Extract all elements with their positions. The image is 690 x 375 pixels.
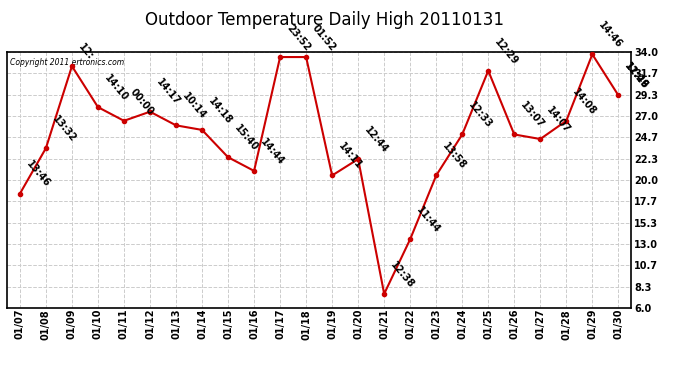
Text: 12:29: 12:29 <box>493 36 520 66</box>
Text: 10:14: 10:14 <box>180 91 208 121</box>
Text: 12:38: 12:38 <box>388 260 416 290</box>
Text: 13:07: 13:07 <box>518 100 546 130</box>
Text: 14:11: 14:11 <box>336 141 364 171</box>
Text: 14:10: 14:10 <box>102 73 130 103</box>
Text: 12:26: 12:26 <box>622 61 650 91</box>
Text: 12:: 12: <box>76 42 95 62</box>
Text: Outdoor Temperature Daily High 20110131: Outdoor Temperature Daily High 20110131 <box>145 11 504 29</box>
Text: 13:58: 13:58 <box>440 141 468 171</box>
Text: 12:44: 12:44 <box>362 125 390 155</box>
Text: Copyright 2011 ertronics.com: Copyright 2011 ertronics.com <box>10 58 124 67</box>
Text: 14:08: 14:08 <box>571 86 598 117</box>
Text: 23:52: 23:52 <box>284 23 312 53</box>
Text: 14:46: 14:46 <box>596 20 624 50</box>
Text: 00:00: 00:00 <box>128 87 156 117</box>
Text: 13:46: 13:46 <box>24 159 52 189</box>
Text: 14:18: 14:18 <box>206 96 234 126</box>
Text: 11:44: 11:44 <box>415 205 442 235</box>
Text: 13:32: 13:32 <box>50 114 78 144</box>
Text: 01:52: 01:52 <box>310 23 338 53</box>
Text: 14:44: 14:44 <box>258 136 286 167</box>
Text: 12:33: 12:33 <box>466 100 494 130</box>
Text: 14:17: 14:17 <box>154 77 181 108</box>
Text: 14:07: 14:07 <box>544 105 572 135</box>
Text: 15:40: 15:40 <box>233 123 260 153</box>
Text: 11:49: 11:49 <box>622 61 650 91</box>
